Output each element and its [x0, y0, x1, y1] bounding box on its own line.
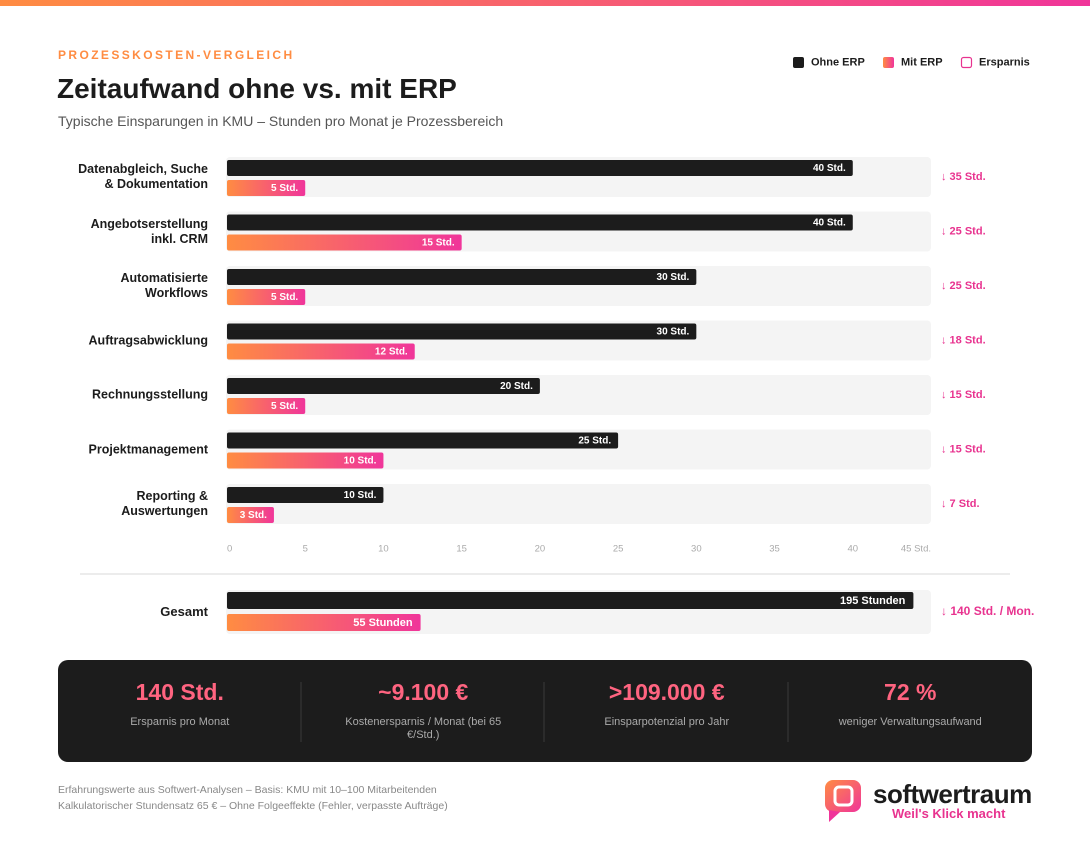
value-label: 40 Std. — [813, 218, 846, 229]
legend-swatch — [793, 57, 804, 68]
category-label: Datenabgleich, Suche & Dokumentation — [78, 162, 208, 191]
x-tick-label: 5 — [303, 544, 308, 555]
value-label: 10 Std. — [344, 456, 377, 467]
value-label: 40 Std. — [813, 163, 846, 174]
value-label: 5 Std. — [271, 401, 298, 412]
logo-icon — [825, 780, 861, 822]
legend-swatch — [960, 56, 973, 69]
bar — [227, 269, 697, 285]
category-label: Angebotserstellung inkl. CRM — [90, 216, 208, 246]
legend-label: Mit ERP — [901, 56, 943, 68]
bar — [227, 452, 384, 469]
tagline: Weil's Klick macht — [892, 806, 1006, 821]
value-label: 15 Std. — [422, 238, 455, 249]
x-tick-label: 25 — [613, 544, 624, 555]
bar — [227, 378, 540, 394]
category-label: Reporting & Auswertungen — [121, 489, 208, 518]
bar — [227, 234, 462, 251]
bar — [227, 398, 306, 414]
bar — [227, 160, 853, 176]
value-label: 3 Std. — [240, 510, 267, 521]
bar — [227, 323, 697, 340]
eyebrow: PROZESSKOSTEN-VERGLEICH — [58, 48, 295, 62]
saving-label: ↓ 25 Std. — [941, 280, 986, 292]
value-label: 5 Std. — [271, 183, 298, 194]
saving-label: ↓ 7 Std. — [941, 498, 980, 510]
subtitle: Typische Einsparungen in KMU – Stunden p… — [58, 113, 504, 129]
saving-label: ↓ 15 Std. — [941, 389, 986, 401]
legend-swatch — [883, 57, 894, 68]
category-label: Auftragsabwicklung — [88, 333, 208, 347]
x-tick-label: 15 — [456, 544, 467, 555]
saving-label: ↓ 25 Std. — [941, 225, 986, 237]
bar — [227, 507, 274, 523]
bar — [227, 289, 306, 305]
x-tick-label: 40 — [847, 544, 858, 555]
value-label: 20 Std. — [500, 381, 533, 392]
total-value-label: 55 Stunden — [353, 617, 413, 629]
category-label: Projektmanagement — [88, 442, 208, 456]
row-track — [226, 484, 931, 524]
bar — [227, 214, 853, 231]
value-label: 5 Std. — [271, 292, 298, 303]
x-tick-label: 10 — [378, 544, 389, 555]
saving-label: ↓ 18 Std. — [941, 334, 986, 346]
bar — [227, 432, 619, 449]
stat-value: >109.000 € — [608, 679, 725, 705]
chart-title: Zeitaufwand ohne vs. mit ERP — [57, 73, 457, 104]
stats-panel — [58, 660, 1032, 762]
total-bar — [227, 592, 914, 609]
top-strip — [0, 0, 1090, 6]
legend-label: Ersparnis — [979, 56, 1030, 68]
x-tick-label: 35 — [769, 544, 780, 555]
value-label: 12 Std. — [375, 347, 408, 358]
legend-label: Ohne ERP — [811, 56, 865, 68]
stat-label: Ersparnis pro Monat — [130, 716, 230, 728]
footnote: Erfahrungswerte aus Softwert-Analysen – … — [58, 784, 437, 796]
total-value-label: 195 Stunden — [840, 595, 906, 607]
total-bar — [227, 614, 421, 631]
value-label: 30 Std. — [657, 272, 690, 283]
value-label: 30 Std. — [657, 327, 690, 338]
bar — [227, 343, 415, 360]
footnote: Kalkulatorischer Stundensatz 65 € – Ohne… — [58, 800, 448, 812]
saving-label: ↓ 35 Std. — [941, 171, 986, 183]
x-tick-label: 20 — [535, 544, 546, 555]
stat-label: Einsparpotenzial pro Jahr — [604, 716, 730, 728]
stat-value: ~9.100 € — [378, 679, 469, 705]
x-tick-label: 0 — [227, 544, 232, 555]
x-tick-label: 45 Std. — [901, 544, 931, 555]
stat-value: 72 % — [884, 679, 937, 705]
stat-value: 140 Std. — [135, 679, 224, 705]
value-label: 25 Std. — [578, 436, 611, 447]
bar — [227, 487, 384, 503]
value-label: 10 Std. — [344, 490, 377, 501]
stat-label: weniger Verwaltungsaufwand — [838, 716, 982, 728]
brand: softwertraum — [873, 779, 1032, 809]
total-label: Gesamt — [160, 604, 208, 619]
category-label: Rechnungsstellung — [92, 387, 208, 402]
category-label: Automatisierte Workflows — [120, 271, 208, 300]
x-tick-label: 30 — [691, 544, 702, 555]
stat-label: Kostenersparnis / Monat (bei 65 €/Std.) — [345, 716, 502, 742]
total-saving: ↓ 140 Std. / Mon. — [941, 604, 1034, 618]
bar — [227, 180, 306, 196]
saving-label: ↓ 15 Std. — [941, 443, 986, 455]
